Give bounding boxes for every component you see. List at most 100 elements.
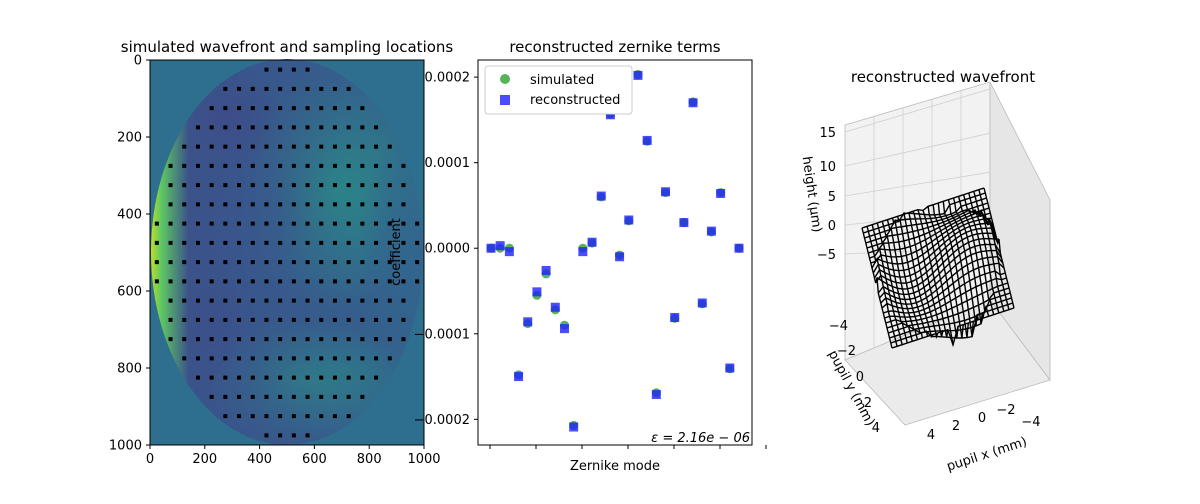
sample-point (374, 337, 379, 342)
sample-point (401, 183, 406, 188)
sample-point (332, 144, 337, 149)
sample-point (237, 375, 242, 380)
mesh-line (978, 189, 1010, 310)
sample-point (387, 356, 392, 361)
sample-point (291, 125, 296, 130)
sample-point (182, 183, 187, 188)
y-tick-label: 400 (117, 208, 142, 223)
y-tick-label: −0.0002 (414, 413, 470, 428)
sample-point (209, 125, 214, 130)
sample-point (182, 356, 187, 361)
legend-box (484, 65, 633, 115)
sample-point (291, 433, 296, 438)
sample-point (264, 356, 269, 361)
sample-point (250, 106, 255, 111)
sample-point (374, 260, 379, 265)
sample-point (360, 337, 365, 342)
sample-point (332, 279, 337, 284)
y-tick-label: −0.0001 (414, 327, 470, 342)
reconstructed-point (651, 390, 661, 400)
sample-point (387, 221, 392, 226)
sample-point (387, 337, 392, 342)
y-tick-label: 4 (872, 421, 880, 436)
sample-point (319, 337, 324, 342)
sample-point (332, 394, 337, 399)
sample-point (332, 183, 337, 188)
sample-point (223, 375, 228, 380)
sample-point (209, 183, 214, 188)
wavefront-panel: simulated wavefront and sampling locatio… (109, 38, 454, 467)
reconstructed-point (495, 241, 505, 251)
sample-point (264, 144, 269, 149)
sample-point (182, 260, 187, 265)
sample-point (264, 414, 269, 419)
sample-point (182, 202, 187, 207)
reconstructed-point (688, 98, 698, 108)
sample-point (360, 394, 365, 399)
zernike-points (486, 70, 744, 432)
sample-point (195, 163, 200, 168)
sample-point (278, 125, 283, 130)
sample-point (250, 144, 255, 149)
sample-point (305, 433, 310, 438)
sample-point (374, 221, 379, 226)
sample-point (154, 279, 159, 284)
sample-point (223, 163, 228, 168)
sample-point (401, 317, 406, 322)
sample-point (332, 337, 337, 342)
zernike-title: reconstructed zernike terms (509, 38, 720, 56)
surface-z-ticks: 15 10 5 0 −5 (817, 126, 836, 263)
sample-point (264, 279, 269, 284)
wavefront-x-ticks: 0 200 400 600 800 1000 (146, 445, 441, 467)
sample-point (209, 240, 214, 245)
sample-point (319, 298, 324, 303)
surface-title: reconstructed wavefront (851, 68, 1035, 86)
mesh-line (886, 287, 1010, 329)
sample-point (291, 202, 296, 207)
sample-point (278, 279, 283, 284)
sampling-points (154, 67, 420, 438)
sample-point (401, 337, 406, 342)
sample-point (387, 240, 392, 245)
sample-point (237, 356, 242, 361)
sample-point (168, 202, 173, 207)
sample-point (346, 260, 351, 265)
reconstructed-point (633, 70, 643, 80)
sample-point (209, 356, 214, 361)
sample-point (319, 279, 324, 284)
sample-point (195, 221, 200, 226)
sample-point (278, 260, 283, 265)
sample-point (387, 298, 392, 303)
sample-point (264, 163, 269, 168)
reconstructed-point (679, 218, 689, 228)
sample-point (319, 163, 324, 168)
x-tick-label: 800 (357, 452, 382, 467)
sample-point (291, 337, 296, 342)
sample-point (250, 394, 255, 399)
sample-point (305, 279, 310, 284)
sample-point (319, 317, 324, 322)
sample-point (182, 317, 187, 322)
sample-point (278, 86, 283, 91)
reconstructed-point (569, 422, 579, 432)
sample-point (182, 337, 187, 342)
gridline (844, 132, 991, 167)
sample-point (346, 106, 351, 111)
sample-point (415, 221, 420, 226)
sample-point (168, 317, 173, 322)
sample-point (346, 240, 351, 245)
sample-point (237, 144, 242, 149)
y-tick-label: 200 (117, 131, 142, 146)
sample-point (291, 260, 296, 265)
sample-point (209, 375, 214, 380)
sample-point (387, 163, 392, 168)
sample-point (346, 125, 351, 130)
sample-point (401, 163, 406, 168)
sample-point (195, 125, 200, 130)
sample-point (223, 298, 228, 303)
sample-point (360, 106, 365, 111)
sample-point (374, 317, 379, 322)
sample-point (237, 125, 242, 130)
sample-point (223, 183, 228, 188)
